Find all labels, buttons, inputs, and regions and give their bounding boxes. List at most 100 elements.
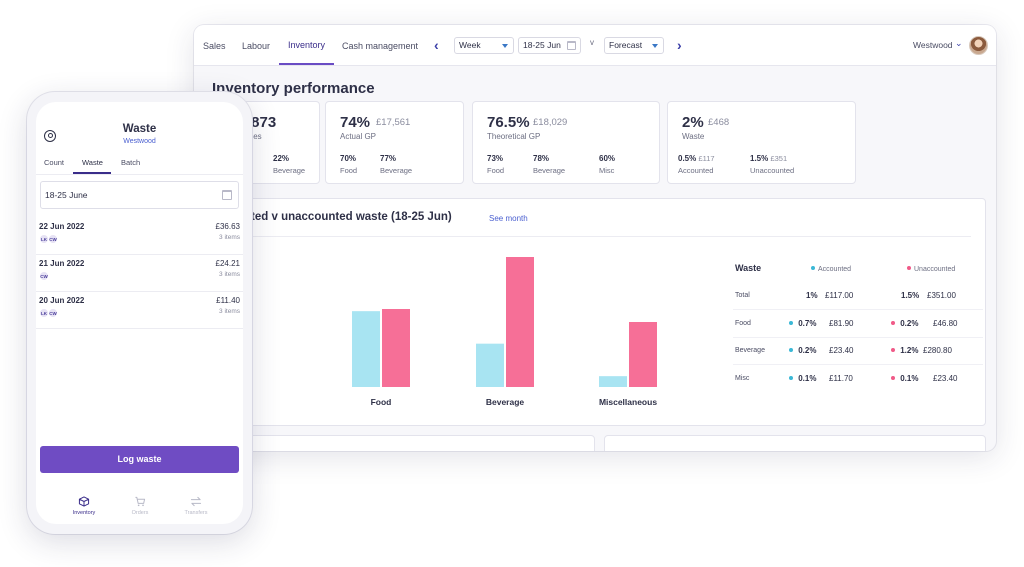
unaccounted-percent: 0.2% xyxy=(891,319,918,328)
unaccounted-percent-value: 0.2% xyxy=(900,319,919,328)
user-icon[interactable] xyxy=(44,130,56,142)
bar-unaccounted-food[interactable] xyxy=(382,309,410,387)
waste-row-food: Food 0.7% £81.90 0.2% £46.80 xyxy=(213,319,985,348)
divider xyxy=(733,364,983,365)
waste-row-beverage: Beverage 0.2% £23.40 1.2% £280.80 xyxy=(213,346,985,375)
waste-row-label: Food xyxy=(735,320,751,327)
calendar-icon xyxy=(222,190,232,200)
tab-batch[interactable]: Batch xyxy=(121,158,141,167)
legend-unaccounted: Unaccounted xyxy=(907,266,955,273)
user-name[interactable]: Westwood xyxy=(913,40,953,50)
card-stat-label: Beverage xyxy=(273,166,306,175)
period-select-value: Week xyxy=(459,40,481,50)
compare-select[interactable]: Forecast xyxy=(604,37,664,54)
nav-label: Orders xyxy=(131,510,149,516)
bar-unaccounted-beverage[interactable] xyxy=(506,257,534,387)
bar-accounted-miscellaneous[interactable] xyxy=(599,376,627,387)
divider xyxy=(36,174,243,175)
tab-labour[interactable]: Labour xyxy=(242,41,271,51)
card-stat-label: Beverage xyxy=(380,166,413,175)
card-stat-percent: 0.5% xyxy=(678,154,697,163)
card-stat-label: Unaccounted xyxy=(750,166,795,175)
legend-accounted-label: Accounted xyxy=(818,266,852,273)
legend-unaccounted-label: Unaccounted xyxy=(914,266,956,273)
panel-title: unted v unaccounted waste (18-25 Jun) xyxy=(237,211,452,223)
card-stat-label: Misc xyxy=(599,166,615,175)
unaccounted-percent-value: 1.2% xyxy=(900,346,919,355)
caret-down-icon xyxy=(652,44,658,48)
nav-transfers[interactable]: Transfers xyxy=(171,496,221,516)
category-label-beverage: Beverage xyxy=(486,397,525,407)
list-item[interactable]: 21 Jun 2022 £24.21 3 items CW xyxy=(36,255,243,292)
see-month-link[interactable]: See month xyxy=(489,214,528,223)
theoretical-gp-value: 76.5% xyxy=(487,114,530,131)
unaccounted-amount: £46.80 xyxy=(933,319,958,328)
accounted-amount: £81.90 xyxy=(829,319,854,328)
tab-inventory[interactable]: Inventory xyxy=(279,25,334,65)
waste-row-misc: Misc 0.1% £11.70 0.1% £23.40 xyxy=(213,374,985,403)
log-waste-button[interactable]: Log waste xyxy=(40,446,239,473)
tab-cash-management[interactable]: Cash management xyxy=(342,41,419,51)
card-stat-label: Food xyxy=(487,166,505,175)
date-range-picker[interactable]: 18-25 Jun xyxy=(518,37,581,54)
date-range-field[interactable]: 18-25 June xyxy=(40,181,239,209)
entry-date: 21 Jun 2022 xyxy=(39,259,85,268)
card-stat-value: 1.5% £351 xyxy=(750,154,787,163)
accounted-amount: £23.40 xyxy=(829,346,854,355)
avatar[interactable] xyxy=(969,36,988,55)
waste-row-label: Total xyxy=(735,292,750,299)
desktop-window: Sales Labour Inventory Cash management ‹… xyxy=(194,25,996,451)
card-stat-value: 0.5% £117 xyxy=(678,154,715,163)
chevron-right-icon[interactable]: › xyxy=(677,37,682,53)
unaccounted-amount: £23.40 xyxy=(933,374,958,383)
chevron-down-icon[interactable]: ⌄ xyxy=(955,38,963,48)
unaccounted-percent: 1.5% xyxy=(901,291,920,300)
waste-value: 2% xyxy=(682,114,704,131)
date-range-value: 18-25 Jun xyxy=(523,40,561,50)
compare-select-value: Forecast xyxy=(609,40,643,50)
cart-icon xyxy=(135,496,146,507)
unaccounted-amount: £280.80 xyxy=(923,346,952,355)
phone-title: Waste xyxy=(122,123,157,135)
chevron-left-icon[interactable]: ‹ xyxy=(434,37,439,53)
category-label-food: Food xyxy=(371,397,392,407)
period-select[interactable]: Week xyxy=(454,37,514,54)
card-stat-value: 70% xyxy=(340,154,357,163)
list-item[interactable]: 20 Jun 2022 £11.40 3 items LK CW xyxy=(36,292,243,329)
divider xyxy=(733,309,983,310)
list-item[interactable]: 22 Jun 2022 £36.63 3 items LK CW xyxy=(36,218,243,255)
sales-label: ales xyxy=(247,132,262,141)
top-navigation-bar: Sales Labour Inventory Cash management ‹… xyxy=(194,25,996,66)
entry-count: 3 items xyxy=(219,271,240,278)
calendar-icon xyxy=(567,41,576,50)
waste-table-title: Waste xyxy=(735,263,762,273)
accounted-percent: 1% xyxy=(806,291,818,300)
entry-date: 20 Jun 2022 xyxy=(39,296,85,305)
entry-date: 22 Jun 2022 xyxy=(39,222,85,231)
nav-inventory[interactable]: Inventory xyxy=(59,496,109,516)
accounted-percent-value: 0.1% xyxy=(798,374,817,383)
tab-count[interactable]: Count xyxy=(44,158,65,167)
bar-accounted-beverage[interactable] xyxy=(476,343,504,387)
tab-sales[interactable]: Sales xyxy=(203,41,226,51)
card-stat-value: 73% xyxy=(487,154,504,163)
tab-waste[interactable]: Waste xyxy=(82,158,103,167)
card-stat-amount: £117 xyxy=(698,154,715,163)
nav-orders[interactable]: Orders xyxy=(115,496,165,516)
nav-label: Inventory xyxy=(72,510,96,516)
entry-amount: £36.63 xyxy=(215,222,240,231)
bar-unaccounted-miscellaneous[interactable] xyxy=(629,322,657,387)
actual-gp-value: 74% xyxy=(340,114,371,131)
unaccounted-percent-value: 0.1% xyxy=(900,374,919,383)
legend-dot-icon xyxy=(811,266,815,270)
card-stat-label: Beverage xyxy=(533,166,566,175)
phone-subtitle: Westwood xyxy=(123,138,156,145)
waste-row-total: Total 1% £117.00 1.5% £351.00 xyxy=(213,291,985,320)
card-stat-value: 60% xyxy=(599,154,616,163)
avatar: CW xyxy=(39,271,49,281)
bar-accounted-food[interactable] xyxy=(352,311,380,387)
waste-row-label: Beverage xyxy=(735,347,765,354)
phone-screen: Waste Westwood Count Waste Batch 18-25 J… xyxy=(36,102,243,524)
unaccounted-percent: 1.2% xyxy=(891,346,918,355)
compare-label: v xyxy=(590,38,594,47)
